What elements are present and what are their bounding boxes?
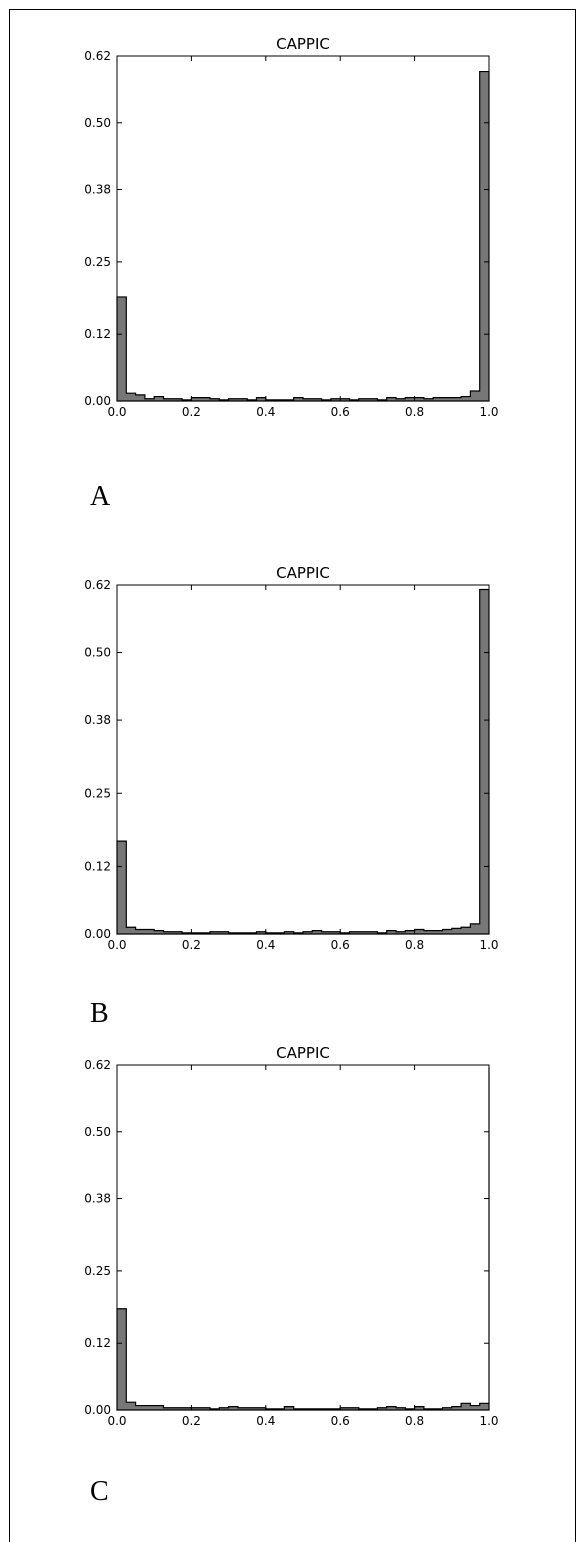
plot-frame bbox=[116, 55, 490, 402]
y-tick-label: 0.50 bbox=[84, 646, 111, 660]
y-tick-label: 0.12 bbox=[84, 1336, 111, 1350]
chart-panel-c: 0.00 0.12 0.25 0.38 0.50 0.62 0.0 0.2 0.4 0.6 0.8 1… bbox=[84, 1044, 498, 1507]
x-tick-label: 1.0 bbox=[479, 938, 498, 952]
y-tick-label: 0.38 bbox=[84, 183, 111, 197]
panel-label: A bbox=[90, 481, 111, 512]
y-tick-label: 0.12 bbox=[84, 327, 111, 341]
x-tick-label: 0.4 bbox=[256, 405, 275, 419]
chart-title: CAPPIC bbox=[276, 1044, 330, 1062]
figure-frame bbox=[9, 9, 576, 1542]
chart-panel-a: 0.00 0.12 0.25 0.38 0.50 0.62 0.0 0.2 0.4 0.6 0.8 1… bbox=[84, 35, 498, 512]
x-tick-label: 1.0 bbox=[479, 405, 498, 419]
x-tick-label: 0.4 bbox=[256, 1414, 275, 1428]
y-tick-label: 0.00 bbox=[84, 1403, 111, 1417]
x-tick-label: 0.0 bbox=[107, 1414, 126, 1428]
histogram-area bbox=[116, 588, 490, 935]
x-tick-label: 0.2 bbox=[182, 938, 201, 952]
plot-frame bbox=[116, 584, 490, 935]
y-tick-label: 0.38 bbox=[84, 1192, 111, 1206]
histogram-area bbox=[116, 1067, 490, 1411]
y-tick-label: 0.62 bbox=[84, 49, 111, 63]
y-tick-label: 0.62 bbox=[84, 578, 111, 592]
y-tick-label: 0.50 bbox=[84, 116, 111, 130]
x-tick-label: 0.6 bbox=[331, 405, 350, 419]
y-tick-label: 0.25 bbox=[84, 255, 111, 269]
x-tick-label: 0.2 bbox=[182, 405, 201, 419]
x-tick-label: 0.8 bbox=[405, 405, 424, 419]
y-tick-label: 0.12 bbox=[84, 859, 111, 873]
x-tick-label: 0.6 bbox=[331, 938, 350, 952]
panel-label: C bbox=[90, 1476, 109, 1507]
panel-label: B bbox=[90, 998, 109, 1029]
chart-title: CAPPIC bbox=[276, 564, 330, 582]
y-tick-label: 0.62 bbox=[84, 1058, 111, 1072]
chart-title: CAPPIC bbox=[276, 35, 330, 53]
y-tick-label: 0.25 bbox=[84, 1264, 111, 1278]
y-tick-label: 0.25 bbox=[84, 786, 111, 800]
y-tick-label: 0.38 bbox=[84, 713, 111, 727]
x-tick-label: 0.6 bbox=[331, 1414, 350, 1428]
x-tick-label: 0.8 bbox=[405, 938, 424, 952]
y-tick-label: 0.50 bbox=[84, 1125, 111, 1139]
x-tick-label: 0.4 bbox=[256, 938, 275, 952]
y-tick-label: 0.00 bbox=[84, 927, 111, 941]
histogram-area bbox=[116, 70, 490, 402]
y-tick-label: 0.00 bbox=[84, 394, 111, 408]
x-tick-label: 0.2 bbox=[182, 1414, 201, 1428]
x-tick-label: 1.0 bbox=[479, 1414, 498, 1428]
x-tick-label: 0.0 bbox=[107, 938, 126, 952]
plot-frame bbox=[116, 1064, 490, 1411]
x-tick-label: 0.0 bbox=[107, 405, 126, 419]
x-tick-label: 0.8 bbox=[405, 1414, 424, 1428]
chart-panel-b: 0.00 0.12 0.25 0.38 0.50 0.62 0.0 0.2 0.4 0.6 0.8 1… bbox=[84, 564, 498, 1029]
